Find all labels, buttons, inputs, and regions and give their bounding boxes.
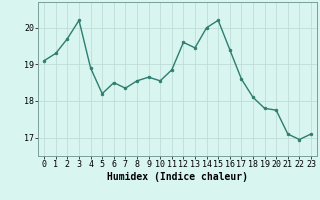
X-axis label: Humidex (Indice chaleur): Humidex (Indice chaleur)	[107, 172, 248, 182]
